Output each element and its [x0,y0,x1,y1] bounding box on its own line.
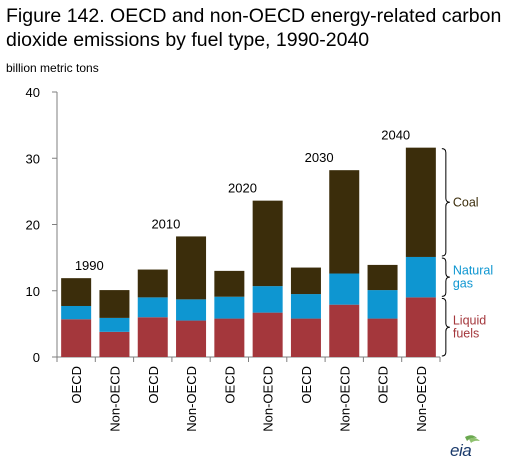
bar-segment-liquid-fuels [61,319,92,357]
bar-segment-liquid-fuels [176,320,207,357]
x-category-label: OECD [376,366,391,404]
bar-segment-natural-gas [329,273,360,305]
bar-segment-coal [214,270,245,297]
eia-logo-icon [465,435,480,443]
bar-segment-liquid-fuels [99,331,130,357]
bar-segment-natural-gas [176,299,207,321]
bar-segment-coal [176,236,207,300]
chart-title: Figure 142. OECD and non-OECD energy-rel… [6,5,502,51]
y-tick-label: 10 [26,284,40,299]
legend-brace [441,257,450,297]
legend-label-line: Natural [453,264,493,278]
bar-segment-natural-gas [405,256,436,298]
legend-label-line: gas [453,277,473,291]
bar-segment-liquid-fuels [329,304,360,357]
bar-segment-natural-gas [137,297,168,318]
year-label: 1990 [75,258,104,273]
bar-segment-liquid-fuels [252,312,283,357]
legend-label-line: fuels [453,327,479,341]
chart-bars [61,147,436,357]
x-category-label: Non-OECD [337,366,352,432]
y-tick-label: 40 [26,85,40,100]
legend-brace [441,148,450,257]
bar-segment-coal [329,170,360,274]
bar-segment-coal [99,290,130,318]
x-category-label: OECD [222,366,237,404]
chart-labels: OECD Non-OECD OECD Non-OECD OECD Non-OECD OECD… [69,128,429,432]
bar-segment-coal [367,264,398,291]
bar-segment-natural-gas [99,317,130,332]
y-tick-label: 0 [33,350,40,365]
legend-label-coal: Coal [453,195,479,209]
year-label: 2040 [381,128,410,143]
bar-segment-coal [405,147,436,257]
eia-logo-text: eia [450,441,472,460]
bar-segment-coal [290,267,321,295]
bar-segment-liquid-fuels [405,297,436,357]
bar-segment-coal [252,200,283,287]
bar-segment-liquid-fuels [290,318,321,357]
bar-segment-natural-gas [214,296,245,319]
x-category-label: Non-OECD [184,366,199,432]
x-category-label: OECD [69,366,84,404]
y-axis-unit-label: billion metric tons [6,61,99,75]
bar-segment-natural-gas [252,286,283,313]
year-label: 2030 [305,150,334,165]
bar-segment-natural-gas [367,290,398,319]
chart-legend: Coal Natural gas Liquid fuels [441,148,493,357]
year-label: 2010 [151,216,180,231]
bar-segment-liquid-fuels [214,318,245,357]
y-tick-label: 30 [26,151,40,166]
bar-segment-natural-gas [290,294,321,319]
x-category-label: Non-OECD [261,366,276,432]
bar-segment-liquid-fuels [367,318,398,357]
year-label: 2020 [228,181,257,196]
x-category-label: OECD [146,366,161,404]
legend-brace [441,297,450,357]
bar-segment-coal [61,278,92,306]
x-category-label: OECD [299,366,314,404]
bar-segment-liquid-fuels [137,317,168,357]
x-category-label: Non-OECD [107,366,122,432]
legend-label-natural-gas: Natural gas [453,264,493,291]
y-tick-label: 20 [26,218,40,233]
bar-segment-natural-gas [61,305,92,320]
x-category-label: Non-OECD [414,366,429,432]
legend-label-liquid-fuels: Liquid fuels [453,314,486,341]
legend-label-line: Liquid [453,314,486,328]
legend-label-line: Coal [453,195,479,209]
bar-segment-coal [137,269,168,298]
